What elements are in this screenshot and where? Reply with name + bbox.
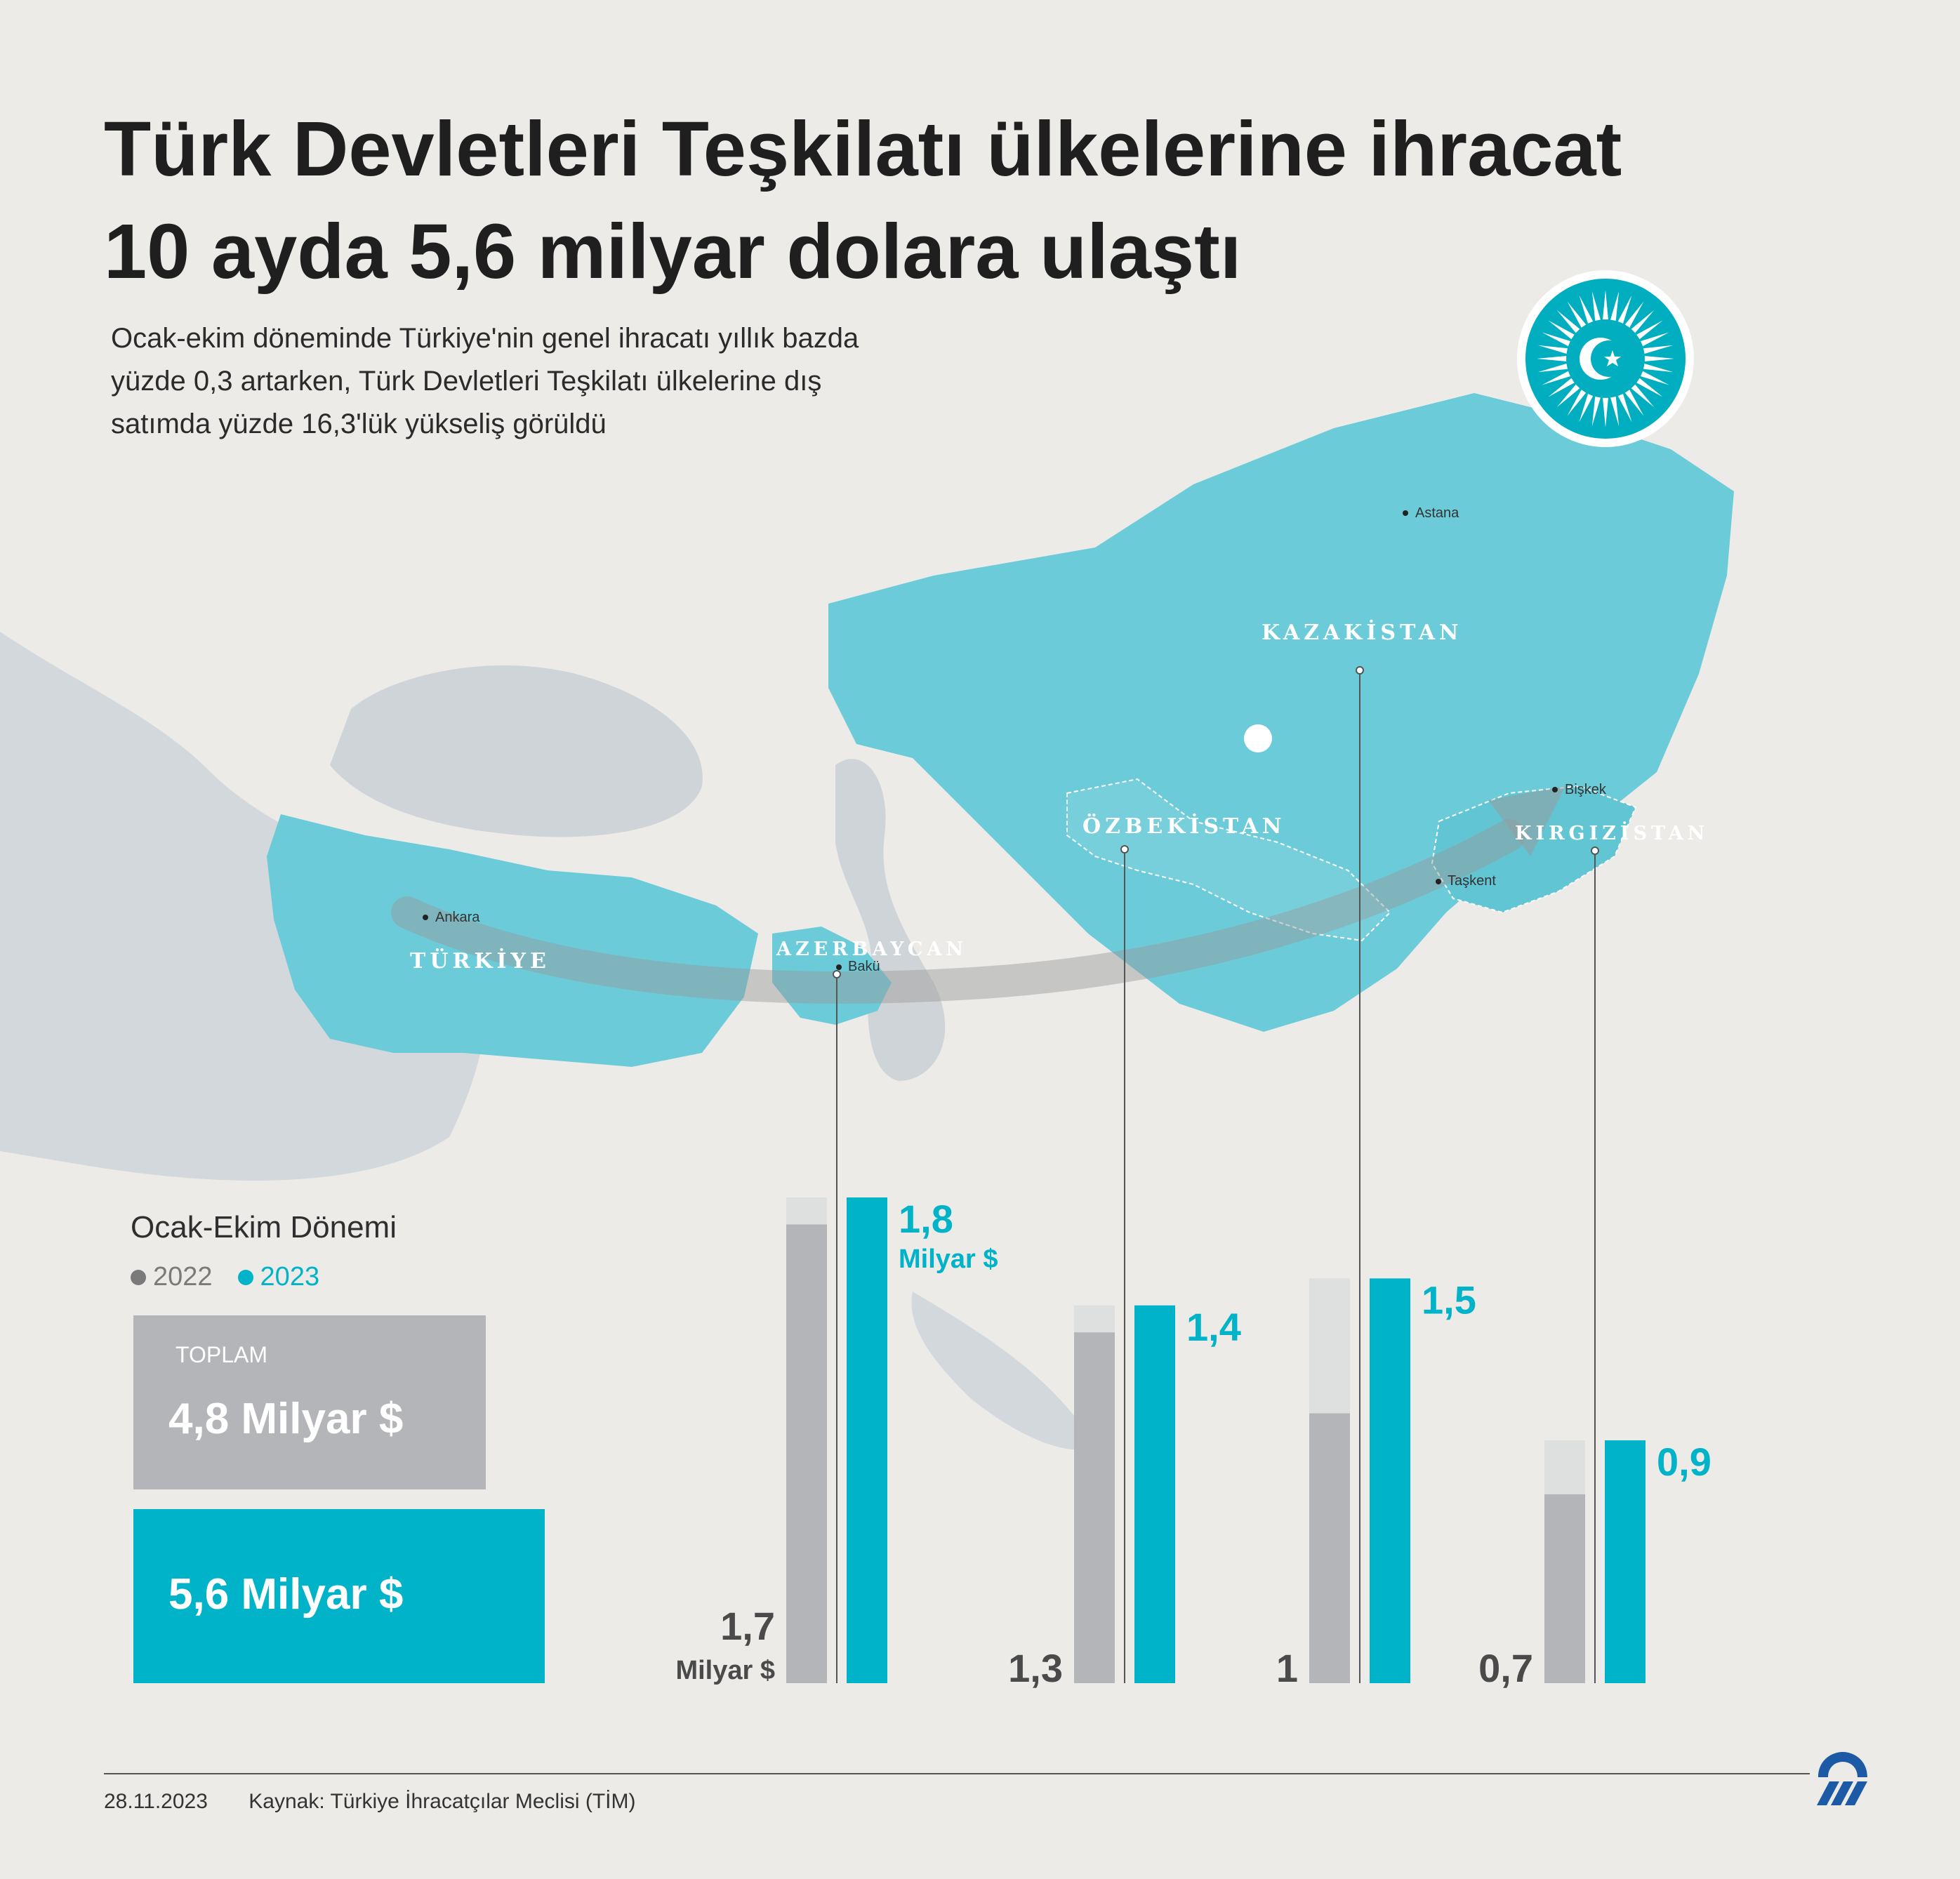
bar-2022-özbekistan (1074, 1332, 1115, 1683)
city-taskent: Taşkent (1448, 873, 1496, 889)
legend-item-2023: 2023 (237, 1262, 320, 1292)
subtitle-line-3: satımda yüzde 16,3'lük yükseliş görüldü (111, 409, 607, 439)
bar-2023-azerbaycan (847, 1197, 887, 1683)
map-turkiye (267, 814, 758, 1067)
leader-dot-kırgızistan (1591, 846, 1599, 855)
caspian-sea (835, 759, 946, 1081)
value-label-2023-kazakistan: 1,5 (1422, 1277, 1476, 1322)
footer: 28.11.2023 Kaynak: Türkiye İhracatçılar … (104, 1790, 671, 1814)
title-line-1: Türk Devletleri Teşkilatı ülkelerine ihr… (104, 106, 1622, 192)
trade-arrowhead (1488, 786, 1565, 856)
leader-dot-azerbaycan (833, 970, 841, 978)
bar-2022-azerbaycan (786, 1224, 827, 1683)
label-azerbaycan: AZERBAYCAN (776, 938, 968, 960)
legend-dot-2022 (131, 1269, 146, 1285)
label-kirgizistan: KIRGIZİSTAN (1515, 823, 1709, 844)
footer-date: 28.11.2023 (104, 1790, 208, 1813)
bar-2022-kazakistan (1309, 1413, 1350, 1683)
city-ankara: Ankara (435, 910, 480, 925)
legend-label-2022: 2022 (153, 1262, 213, 1292)
chart-legend: 2022 2023 (131, 1262, 319, 1292)
footer-source: Kaynak: Türkiye İhracatçılar Meclisi (Tİ… (249, 1790, 636, 1813)
label-kazakistan: KAZAKİSTAN (1262, 620, 1463, 645)
footer-divider (104, 1773, 1810, 1774)
total-value-2023: 5,6 Milyar $ (168, 1570, 404, 1619)
leader-dot-özbekistan (1120, 845, 1129, 854)
total-value-2022: 4,8 Milyar $ (168, 1395, 404, 1443)
unit-label-2023-azerbaycan: Milyar $ (899, 1244, 998, 1274)
map-ozbekistan (1066, 778, 1391, 942)
subtitle-line-1: Ocak-ekim döneminde Türkiye'nin genel ih… (111, 323, 859, 354)
value-label-2022-kazakistan: 1 (1276, 1646, 1298, 1690)
label-turkiye: TÜRKİYE (410, 949, 550, 974)
value-label-2022-azerbaycan: 1,7 (720, 1604, 775, 1648)
total-box-2023: 5,6 Milyar $ (133, 1509, 545, 1683)
subtitle-line-2: yüzde 0,3 artarken, Türk Devletleri Teşk… (111, 366, 822, 397)
bar-2022-kırgızistan (1544, 1494, 1585, 1683)
city-baku: Bakü (848, 959, 880, 974)
label-ozbekistan: ÖZBEKİSTAN (1082, 814, 1286, 839)
black-sea (330, 665, 703, 837)
page-title: Türk Devletleri Teşkilatı ülkelerine ihr… (104, 98, 1789, 303)
map-azerbaycan (772, 927, 892, 1025)
total-box-2022: TOPLAM 4,8 Milyar $ (133, 1315, 486, 1489)
value-label-2022-özbekistan: 1,3 (1008, 1646, 1063, 1690)
legend-label-2023: 2023 (260, 1262, 320, 1292)
legend-item-2022: 2022 (131, 1262, 213, 1292)
aa-logo-icon (1817, 1752, 1867, 1805)
city-biskek: Bişkek (1565, 782, 1606, 797)
bar-2023-özbekistan (1134, 1305, 1175, 1683)
bar-2023-kırgızistan (1605, 1440, 1646, 1683)
turkic-states-emblem-icon (1517, 270, 1694, 447)
city-astana: Astana (1415, 505, 1459, 521)
unit-label-2022-azerbaycan: Milyar $ (675, 1656, 775, 1685)
legend-dot-2023 (237, 1269, 253, 1285)
leader-dot-kazakistan (1356, 666, 1364, 675)
bar-2023-kazakistan (1370, 1278, 1410, 1683)
title-line-2: 10 ayda 5,6 milyar dolara ulaştı (104, 208, 1242, 295)
value-label-2023-azerbaycan: 1,8 (899, 1197, 953, 1241)
page-subtitle: Ocak-ekim döneminde Türkiye'nin genel ih… (111, 317, 1094, 446)
period-label: Ocak-Ekim Dönemi (131, 1210, 397, 1244)
value-label-2023-özbekistan: 1,4 (1186, 1305, 1241, 1349)
value-label-2023-kırgızistan: 0,9 (1657, 1440, 1711, 1484)
total-label: TOPLAM (176, 1342, 267, 1367)
persian-gulf (911, 1292, 1095, 1450)
value-label-2022-kırgızistan: 0,7 (1478, 1646, 1533, 1690)
map-kazakistan (828, 393, 1734, 1032)
